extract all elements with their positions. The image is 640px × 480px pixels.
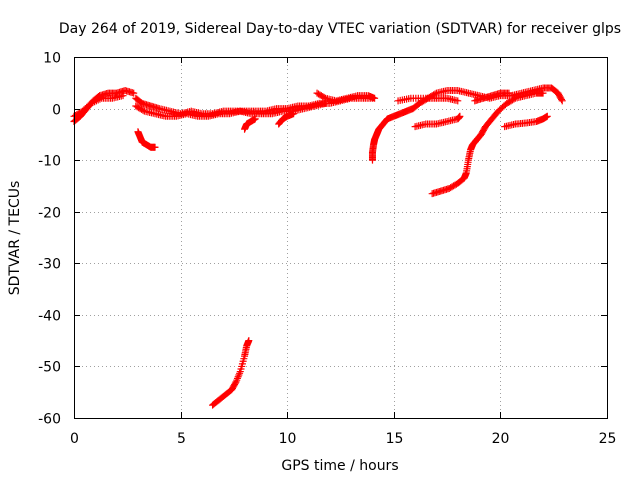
data-series-arc-5 [134, 128, 159, 151]
y-tick-label: -10 [38, 154, 61, 170]
data-series-arc-13 [428, 89, 547, 198]
x-tick-label: 20 [492, 431, 510, 447]
y-tick-label: -40 [38, 309, 61, 325]
data-series-arc-14 [501, 112, 551, 131]
data-marks [70, 84, 566, 409]
data-series-arc-9 [209, 337, 253, 409]
data-point-marker [371, 94, 379, 102]
data-point-marker [233, 374, 241, 382]
data-point-marker [245, 337, 253, 345]
data-series-arc-15 [471, 89, 513, 105]
data-point-marker [139, 106, 147, 114]
x-tick-label: 0 [70, 431, 79, 447]
data-point-marker [234, 373, 242, 381]
x-tick-label: 10 [279, 431, 297, 447]
data-point-marker [235, 371, 243, 379]
y-tick-label: -30 [38, 257, 61, 273]
data-point-marker [119, 92, 127, 100]
x-tick-label: 5 [177, 431, 186, 447]
data-series-arc-8 [313, 89, 379, 105]
data-point-marker [233, 376, 241, 384]
data-series-arc-12 [411, 112, 464, 131]
data-point-marker [232, 378, 240, 386]
data-point-marker [543, 112, 551, 120]
x-axis-label: GPS time / hours [281, 458, 398, 474]
data-series-arc-11 [394, 94, 462, 105]
plot-frame [74, 57, 608, 419]
x-tick-label: 25 [599, 431, 617, 447]
data-series-arc-7 [275, 110, 298, 128]
data-point-marker [130, 89, 138, 97]
data-point-marker [505, 89, 513, 97]
data-point-marker [456, 112, 464, 120]
data-series-arc-4 [132, 99, 330, 120]
data-point-marker [231, 379, 239, 387]
data-point-marker [320, 93, 328, 101]
axis-ticks: 0 5 10 15 20 25 10 0 -10 -20 -30 -40 -50 -60 [38, 51, 616, 448]
y-tick-label: -20 [38, 206, 61, 222]
y-tick-label: 0 [52, 103, 61, 119]
y-tick-label: -60 [38, 412, 61, 428]
data-point-marker [510, 95, 518, 103]
data-series-arc-2 [70, 92, 127, 120]
data-point-marker [290, 110, 298, 118]
grid-layer [74, 57, 607, 418]
y-tick-label: -50 [38, 360, 61, 376]
data-point-marker [236, 369, 244, 377]
data-series-arc-6 [241, 115, 259, 133]
data-point-marker [454, 97, 462, 105]
data-point-marker [251, 115, 259, 123]
data-series-arc-1 [70, 87, 138, 125]
data-point-marker [151, 143, 159, 151]
chart-title: Day 264 of 2019, Sidereal Day-to-day VTE… [59, 21, 621, 37]
y-axis-label: SDTVAR / TECUs [7, 181, 23, 296]
y-tick-label: 10 [43, 51, 61, 67]
data-point-marker [558, 97, 566, 105]
data-point-marker [539, 89, 547, 97]
data-point-marker [558, 96, 566, 104]
x-tick-label: 15 [386, 431, 404, 447]
